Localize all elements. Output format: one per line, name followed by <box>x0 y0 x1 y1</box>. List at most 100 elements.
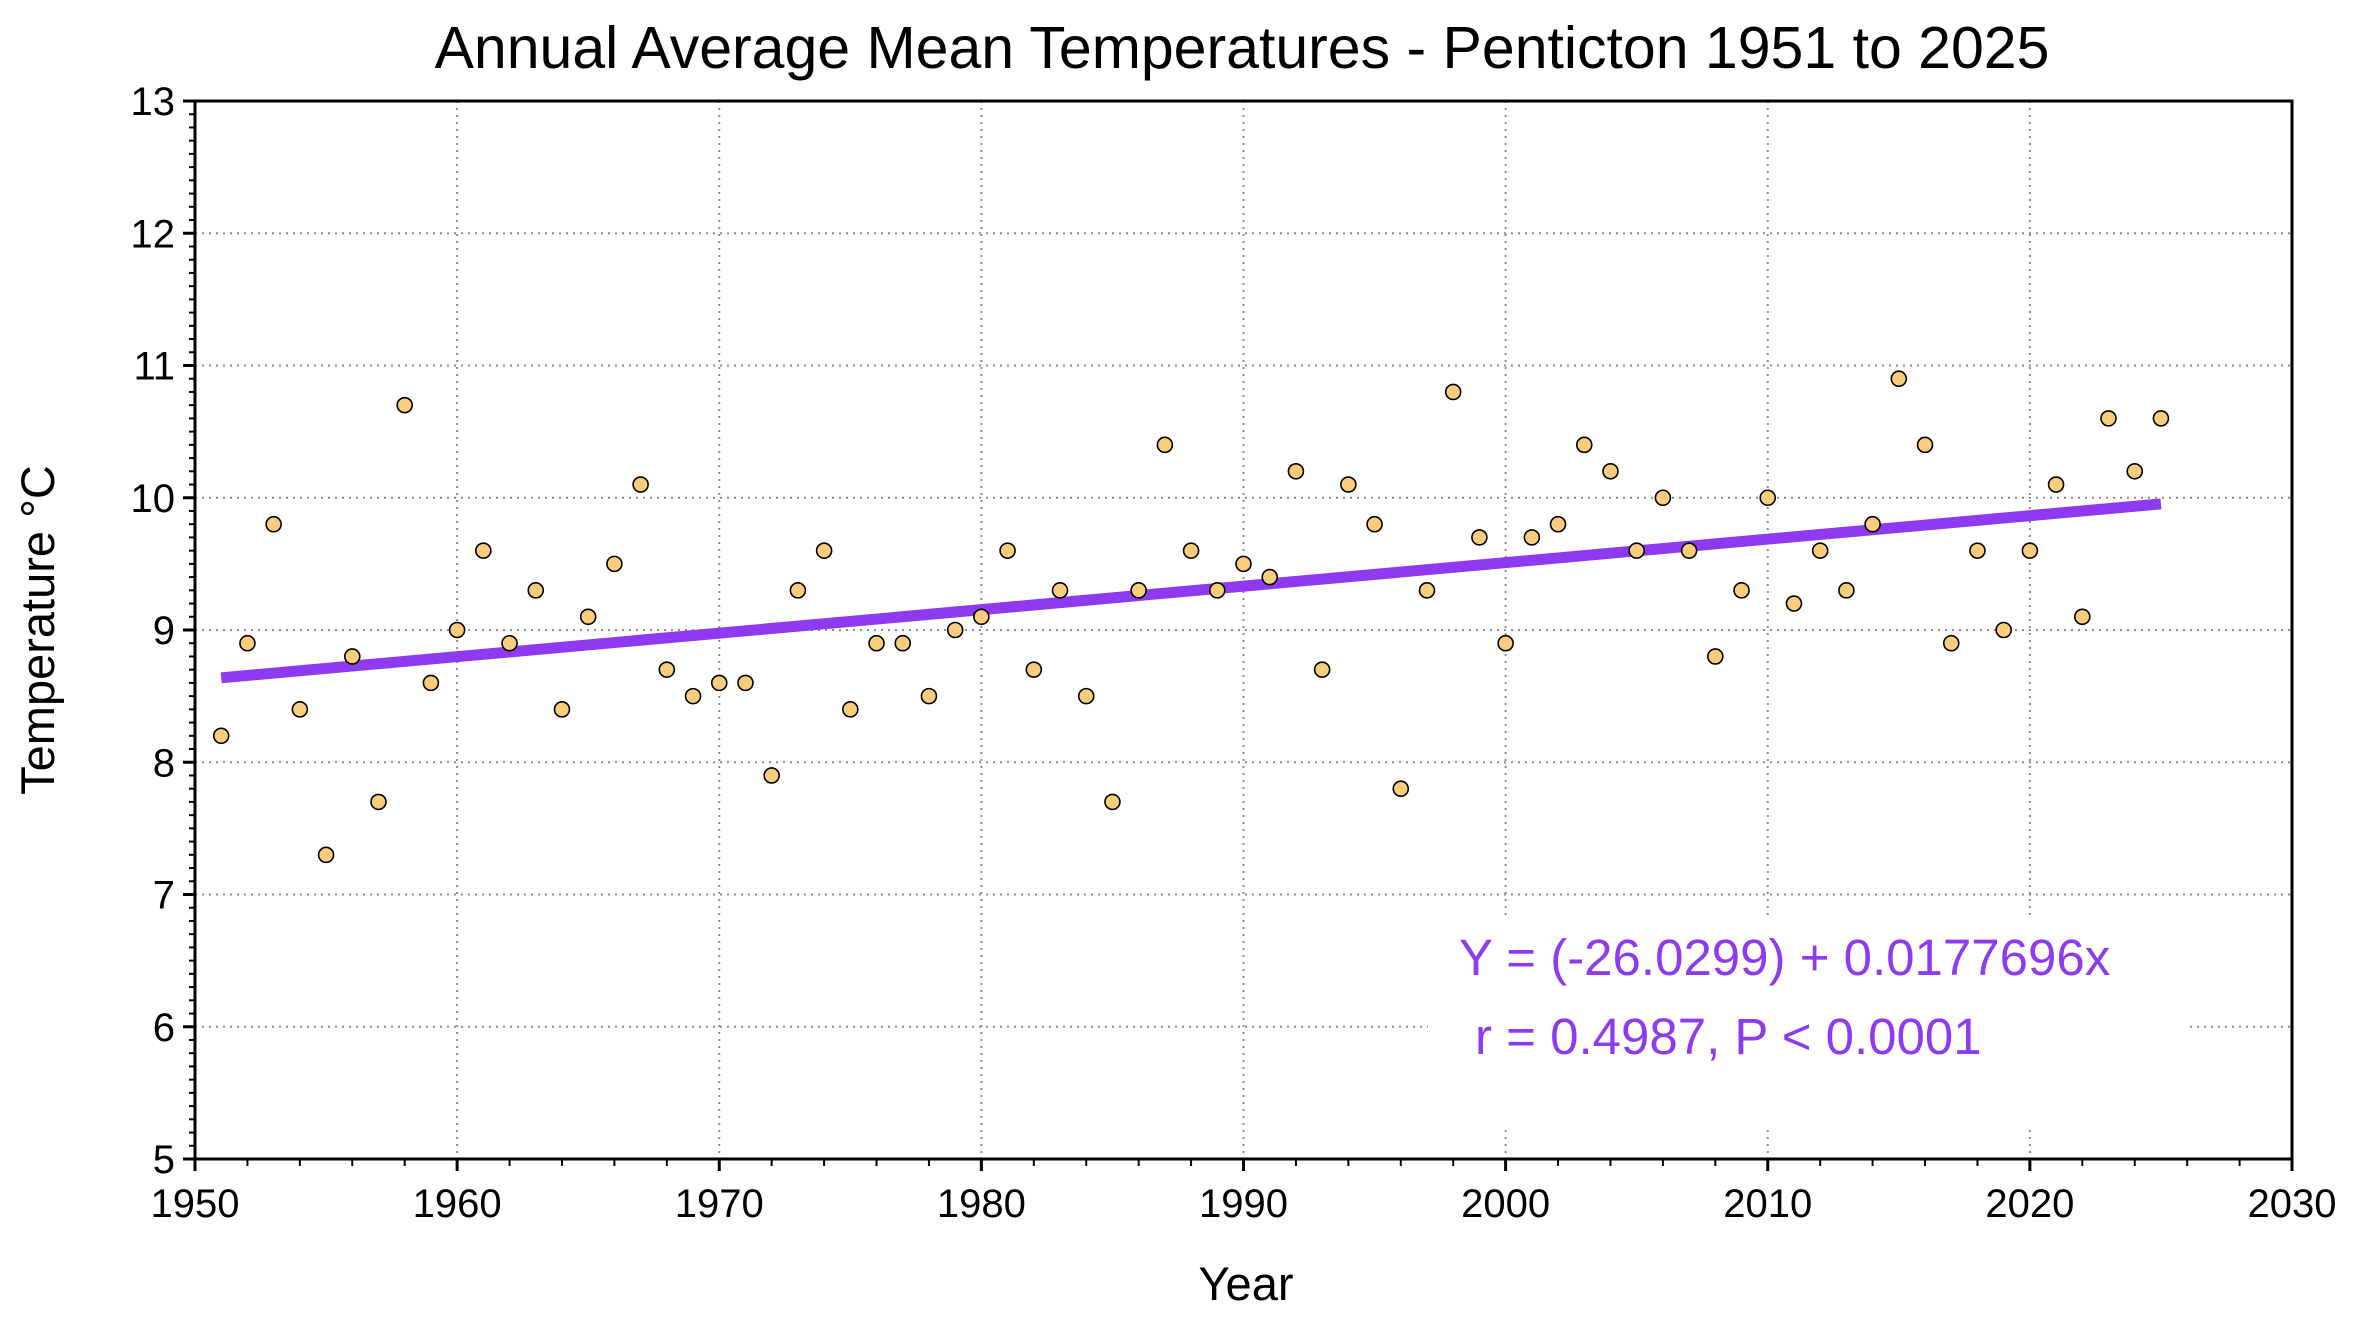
data-point <box>868 634 885 652</box>
plot-frame <box>193 99 2294 1161</box>
data-point <box>317 846 335 864</box>
data-point <box>1575 436 1593 454</box>
data-point <box>1785 595 1803 612</box>
x-tick-label: 2000 <box>1461 1182 1550 1226</box>
data-point <box>1340 476 1357 493</box>
data-point <box>1523 529 1541 546</box>
data-point <box>1759 489 1777 507</box>
data-point <box>212 727 230 745</box>
x-axis-label: Year <box>1199 1257 1294 1310</box>
y-axis-tick-labels: 5 6 7 8 9 10 11 12 13 <box>131 80 176 1182</box>
data-point <box>1890 370 1908 388</box>
data-point <box>343 648 361 665</box>
y-tick-label: 10 <box>131 477 176 521</box>
y-tick-label: 8 <box>153 741 175 785</box>
data-point <box>973 608 990 626</box>
x-tick-label: 1970 <box>675 1182 764 1226</box>
data-point <box>501 634 518 652</box>
annotation-background <box>1428 915 2188 1125</box>
data-point <box>684 687 702 705</box>
data-point <box>1418 582 1436 599</box>
data-point <box>448 621 466 639</box>
data-point <box>527 582 545 599</box>
data-point <box>737 674 754 692</box>
data-point <box>1051 582 1069 599</box>
data-point <box>1444 383 1462 401</box>
trendline <box>220 498 2162 684</box>
data-point <box>658 661 676 678</box>
data-point <box>999 542 1016 559</box>
data-point <box>1130 582 1147 599</box>
data-point <box>710 674 728 692</box>
y-tick-label: 9 <box>153 609 175 653</box>
data-point <box>370 793 387 811</box>
data-point <box>291 701 309 718</box>
data-point <box>763 767 780 784</box>
data-point <box>2100 410 2117 427</box>
data-point <box>1287 462 1305 480</box>
data-point <box>1208 582 1226 599</box>
data-point <box>1916 436 1934 454</box>
data-point <box>789 582 807 599</box>
correlation-stats: r = 0.4987, P < 0.0001 <box>1475 1008 1982 1065</box>
trendline-layer <box>220 498 2162 684</box>
data-point <box>1628 542 1645 559</box>
data-point <box>1156 436 1174 454</box>
data-point <box>1313 661 1331 678</box>
x-tick-label: 2020 <box>1985 1182 2074 1226</box>
data-point <box>553 701 571 718</box>
data-point <box>1392 780 1410 798</box>
x-tick-label: 2010 <box>1723 1182 1812 1226</box>
y-axis-label: Temperature °C <box>11 465 64 795</box>
data-point <box>475 542 492 559</box>
y-tick-label: 11 <box>133 345 175 389</box>
data-point <box>1838 582 1855 599</box>
data-point <box>1811 542 1829 559</box>
data-point <box>239 634 256 652</box>
y-tick-label: 5 <box>153 1138 175 1182</box>
data-point <box>2152 410 2170 427</box>
data-points <box>212 370 2170 864</box>
data-point <box>1025 661 1043 678</box>
data-point <box>1549 515 1567 533</box>
data-point <box>815 542 833 559</box>
data-point <box>2126 462 2144 480</box>
data-point <box>1497 634 1514 652</box>
x-tick-label: 1980 <box>937 1182 1026 1226</box>
data-point <box>1602 462 1619 480</box>
data-point <box>920 687 938 705</box>
data-point <box>1707 648 1724 665</box>
y-tick-label: 13 <box>131 80 176 124</box>
x-tick-label: 2030 <box>2248 1182 2337 1226</box>
chart-title: Annual Average Mean Temperatures - Penti… <box>435 15 2050 81</box>
data-point <box>396 396 414 414</box>
data-point <box>1471 529 1488 546</box>
data-point <box>2047 476 2065 493</box>
data-point <box>1733 582 1750 599</box>
data-point <box>2074 608 2091 626</box>
data-point <box>1261 568 1279 586</box>
y-tick-label: 7 <box>153 874 175 918</box>
data-point <box>1995 621 2012 639</box>
data-point <box>1654 489 1672 507</box>
data-point <box>946 621 964 639</box>
data-point <box>1942 634 1960 652</box>
data-point <box>1864 515 1881 533</box>
data-point <box>606 555 623 573</box>
data-point <box>842 701 859 718</box>
x-tick-label: 1990 <box>1199 1182 1288 1226</box>
x-tick-label: 1950 <box>151 1182 240 1226</box>
gridlines <box>195 101 2292 1159</box>
data-point <box>2021 542 2039 559</box>
data-point <box>1235 555 1252 573</box>
x-tick-label: 1960 <box>413 1182 502 1226</box>
data-point <box>265 515 282 533</box>
data-point <box>579 608 597 626</box>
data-point <box>1104 793 1121 811</box>
y-tick-label: 6 <box>153 1006 175 1050</box>
data-point <box>1077 687 1095 705</box>
regression-equation: Y = (-26.0299) + 0.0177696x <box>1459 929 2110 986</box>
data-point <box>1969 542 1986 559</box>
y-tick-label: 12 <box>131 212 176 256</box>
data-point <box>1680 542 1698 559</box>
